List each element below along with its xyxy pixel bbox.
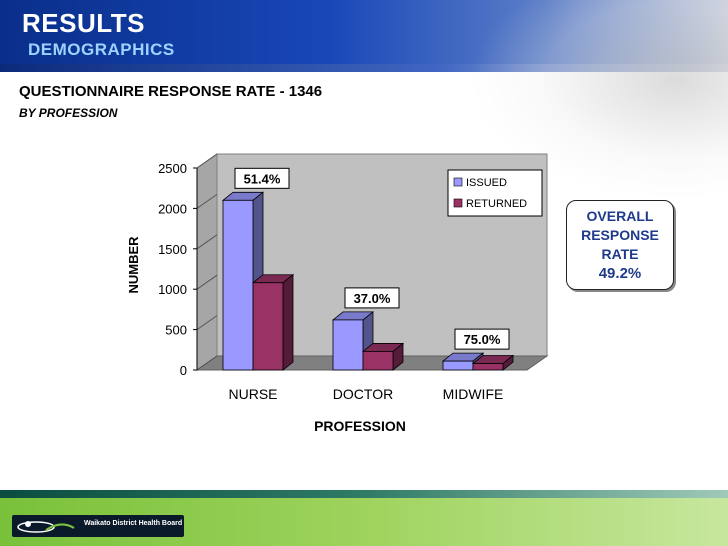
x-tick-label: NURSE xyxy=(228,386,277,402)
annotation-label: 51.4% xyxy=(244,171,281,186)
y-tick-guide xyxy=(196,153,218,169)
y-tick-label: 0 xyxy=(180,363,187,378)
y-axis-title: NUMBER xyxy=(126,236,141,294)
y-tick-label: 1000 xyxy=(158,282,187,297)
logo-mark-icon xyxy=(17,521,75,533)
bar-issued-midwife xyxy=(442,360,474,371)
y-tick-guide xyxy=(196,274,218,290)
legend-swatch-issued xyxy=(453,177,463,187)
y-tick-label: 2500 xyxy=(158,161,187,176)
bar-issued-nurse xyxy=(222,199,254,371)
y-tick-label: 2000 xyxy=(158,201,187,216)
overall-response-callout: OVERALL RESPONSE RATE 49.2% xyxy=(566,200,674,290)
annotation-label: 37.0% xyxy=(354,291,391,306)
header-band xyxy=(0,64,728,72)
bar-returned-midwife xyxy=(472,363,504,371)
annotation-box xyxy=(454,328,510,350)
slide-title: RESULTS xyxy=(22,8,145,38)
x-tick-label: DOCTOR xyxy=(333,386,393,402)
y-tick-guide xyxy=(196,315,218,331)
slide-subtitle: DEMOGRAPHICS xyxy=(28,40,175,59)
bar-returned-nurse xyxy=(252,282,284,371)
y-tick-label: 500 xyxy=(165,323,187,338)
annotation-box xyxy=(344,287,400,309)
x-tick-label: MIDWIFE xyxy=(443,386,504,402)
legend-box xyxy=(447,169,543,217)
logo-text: Waikato District Health Board xyxy=(84,520,183,527)
callout-line-3: RATE xyxy=(601,246,639,262)
bar-issued-doctor xyxy=(332,319,364,371)
y-tick-guide xyxy=(196,355,218,371)
annotation-label: 75.0% xyxy=(464,332,501,347)
y-tick-guide xyxy=(196,193,218,209)
footer-bar xyxy=(0,490,728,498)
y-tick-guide xyxy=(196,234,218,250)
chart-title: QUESTIONNAIRE RESPONSE RATE - 1346 xyxy=(19,83,323,100)
legend-label-issued: ISSUED xyxy=(466,177,507,189)
x-axis-title: PROFESSION xyxy=(314,418,406,434)
bar-side xyxy=(282,273,294,371)
legend-swatch-returned xyxy=(453,198,463,208)
annotation-box xyxy=(234,167,290,189)
callout-line-1: OVERALL xyxy=(586,208,654,224)
y-tick-label: 1500 xyxy=(158,242,187,257)
callout-line-2: RESPONSE xyxy=(581,227,659,243)
chart-subtitle: BY PROFESSION xyxy=(19,106,118,120)
plot-side-wall xyxy=(196,153,218,371)
bar-returned-doctor xyxy=(362,351,394,371)
organization-logo: Waikato District Health Board xyxy=(12,515,184,537)
legend-label-returned: RETURNED xyxy=(466,198,527,210)
callout-value: 49.2% xyxy=(598,265,642,282)
